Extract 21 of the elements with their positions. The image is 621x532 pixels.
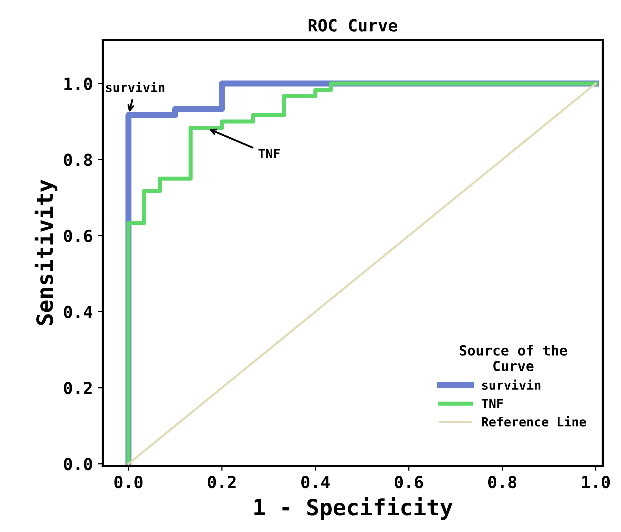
legend-title: Source of the Curve (460, 345, 568, 372)
chart-title: ROC Curve (308, 19, 398, 32)
x-tick-label: 0.6 (395, 476, 424, 489)
annotation: TNF (258, 149, 280, 158)
legend-label: TNF (482, 399, 504, 408)
y-tick-label: 0.6 (64, 230, 92, 242)
legend-label: survivin (482, 380, 541, 390)
x-tick-label: 1.0 (582, 476, 610, 489)
x-tick-label: 0.4 (302, 476, 330, 489)
x-tick-label: 0.8 (488, 476, 517, 489)
y-tick-label: 0.0 (64, 458, 92, 471)
annotation: survivin (106, 82, 165, 92)
y-tick-label: 0.4 (64, 306, 93, 319)
y-tick-label: 0.8 (64, 154, 92, 166)
x-axis-title: 1 - Specificity (254, 497, 453, 520)
y-tick-label: 1.0 (64, 78, 92, 90)
x-tick-label: 0.0 (114, 476, 143, 489)
y-tick-label: 0.2 (64, 382, 92, 395)
y-axis-title: Sensitivity (34, 180, 58, 326)
x-tick-label: 0.2 (208, 476, 236, 489)
legend-label: Reference Line (482, 416, 586, 427)
